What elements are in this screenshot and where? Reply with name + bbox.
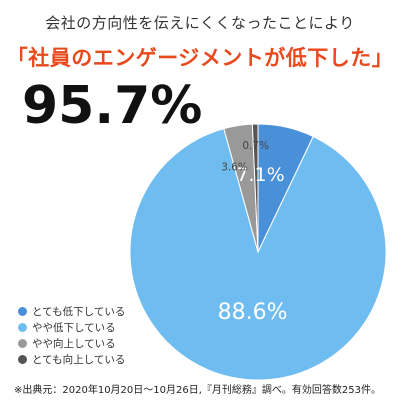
legend-label-2: やや低下している (32, 321, 116, 334)
legend-swatch-4 (18, 354, 27, 364)
source-note: ※出典元：2020年10月20日～10月26日,『月刊総務』調べ。有効回答数25… (14, 385, 381, 396)
legend-item-4: とても向上している (18, 351, 125, 367)
legend-swatch-1 (18, 306, 27, 316)
legend-swatch-2 (18, 322, 27, 332)
slice-value-label-3: 3.6% (221, 161, 248, 173)
slice-value-label-2: 88.6% (218, 300, 288, 325)
legend-item-3: やや向上している (18, 335, 125, 351)
pie-slice-4 (251, 123, 259, 253)
chart-legend: とても低下している やや低下している やや向上している とても向上している (18, 303, 125, 367)
legend-item-2: やや低下している (18, 319, 125, 335)
chart-title: 「社員のエンゲージメントが低下した」 (6, 46, 394, 70)
legend-label-3: やや向上している (32, 337, 116, 350)
slice-value-label-4: 0.7% (242, 140, 269, 152)
chart-subtitle: 会社の方向性を伝えにくくなったことにより (45, 14, 355, 32)
legend-label-4: とても向上している (32, 353, 126, 366)
legend-swatch-3 (18, 338, 27, 348)
pie-slice-2 (129, 128, 387, 381)
legend-item-1: とても低下している (18, 303, 125, 319)
legend-label-1: とても低下している (32, 305, 126, 318)
slice-value-label-1: 7.1% (236, 164, 284, 186)
headline-percentage: 95.7% (22, 76, 203, 136)
